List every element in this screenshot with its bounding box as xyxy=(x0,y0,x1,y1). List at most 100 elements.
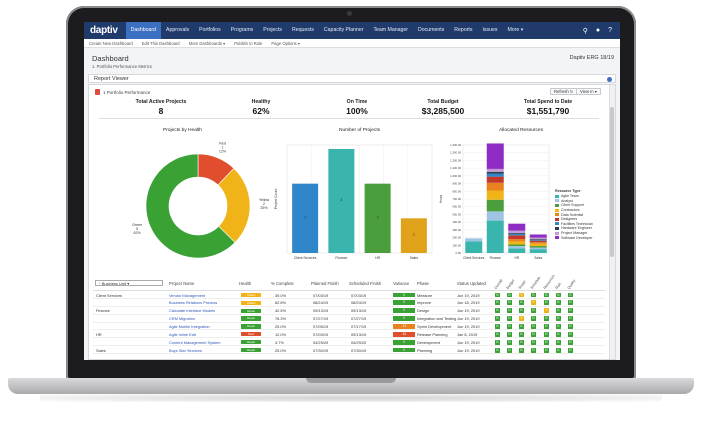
bar-3[interactable] xyxy=(400,218,427,253)
project-link[interactable]: Business Relations Process xyxy=(169,300,218,306)
rotated-column-header[interactable]: Schedule xyxy=(529,275,542,290)
project-link[interactable]: Vendor Management xyxy=(169,292,206,298)
project-link[interactable]: Agile Inline Edit xyxy=(169,332,196,337)
stack-seg-3[interactable] xyxy=(529,243,547,247)
nav-item-more[interactable]: More ▾ xyxy=(507,27,524,33)
stack-seg-4[interactable] xyxy=(486,182,504,191)
subnav-link-edit-this-dashboard[interactable]: Edit This Dashboard xyxy=(141,40,180,46)
stack-seg-7[interactable] xyxy=(529,239,547,240)
nav-item-requests[interactable]: Requests xyxy=(292,27,314,33)
project-link[interactable]: Agile Mobile Integration xyxy=(169,324,210,330)
stack-seg-4[interactable] xyxy=(508,239,526,242)
nav-item-projects[interactable]: Projects xyxy=(263,27,282,33)
search-icon[interactable]: ⚲ xyxy=(582,27,588,35)
chart-title-resources: Allocated Resources xyxy=(499,128,543,133)
table-row[interactable]: Business Relations Process Yellow 62.8% 08/… xyxy=(93,299,605,307)
stack-seg-5[interactable] xyxy=(486,176,504,183)
bar-1[interactable] xyxy=(328,149,355,253)
rotated-column-header[interactable]: Quality xyxy=(566,278,577,290)
stack-seg-5[interactable] xyxy=(508,235,526,240)
rotated-column-header[interactable]: Risk xyxy=(554,282,562,290)
settings-icon[interactable] xyxy=(607,76,612,82)
stack-seg-9[interactable] xyxy=(486,143,504,169)
nav-item-issues[interactable]: Issues xyxy=(482,27,498,33)
nav-item-approvals[interactable]: Approvals xyxy=(166,27,190,33)
column-header[interactable]: % Complete xyxy=(271,281,294,286)
pdf-icon[interactable] xyxy=(95,89,100,95)
project-link[interactable]: Calculate Interface Models xyxy=(169,308,216,314)
stack-seg-0[interactable] xyxy=(508,248,526,253)
table-row[interactable]: HR Agile Inline Edit Red 12.0% 07/03/19 09/13… xyxy=(93,331,605,339)
stack-seg-9[interactable] xyxy=(529,234,547,238)
column-header[interactable]: Planned Finish xyxy=(311,281,339,286)
stack-seg-0[interactable] xyxy=(529,249,547,253)
nav-item-capacity-planner[interactable]: Capacity Planner xyxy=(323,27,364,33)
refresh-button[interactable]: Refresh ↻ xyxy=(550,88,578,95)
stack-seg-6[interactable] xyxy=(486,173,504,177)
status-square: G xyxy=(556,332,561,337)
stack-seg-2[interactable] xyxy=(508,244,526,247)
bar-0[interactable] xyxy=(292,183,319,253)
column-header[interactable]: Status Updated xyxy=(457,281,486,286)
stack-seg-8[interactable] xyxy=(529,237,547,240)
pie-slice-green[interactable] xyxy=(145,153,236,259)
stack-seg-7[interactable] xyxy=(508,232,526,234)
stack-seg-0[interactable] xyxy=(465,241,483,253)
help-icon[interactable]: ? xyxy=(608,26,612,34)
stack-seg-6[interactable] xyxy=(508,233,526,236)
project-link[interactable]: CRM Migration xyxy=(169,316,195,322)
status-square: G xyxy=(544,324,549,329)
stack-seg-8[interactable] xyxy=(508,230,526,233)
nav-item-documents[interactable]: Documents xyxy=(418,27,445,33)
table-row[interactable]: CRM Migration Green 76.3% 07/27/19 07/27/19 0… xyxy=(93,315,605,323)
stack-seg-3[interactable] xyxy=(486,190,504,200)
rotated-column-header[interactable]: Scope xyxy=(517,279,527,290)
subnav-link-more-dashboards[interactable]: More Dashboards ▾ xyxy=(188,40,226,46)
nav-item-programs[interactable]: Programs xyxy=(230,27,254,33)
stack-seg-4[interactable] xyxy=(529,242,547,244)
column-header[interactable]: Phase xyxy=(417,281,429,286)
subnav-link-page-options[interactable]: Page Options ▾ xyxy=(271,40,301,46)
pie-label-green: 5 xyxy=(136,227,138,231)
column-header[interactable]: Health xyxy=(239,281,252,286)
rotated-column-header[interactable]: Budget xyxy=(505,278,516,290)
nav-item-dashboard[interactable]: Dashboard xyxy=(125,22,162,39)
stack-seg-1[interactable] xyxy=(465,238,483,242)
table-row[interactable]: Client Services Vendor Management Yellow 39… xyxy=(93,291,605,299)
scrollbar[interactable] xyxy=(609,85,615,359)
rotated-column-header[interactable]: Overall xyxy=(493,278,504,290)
project-link[interactable]: Content Management System xyxy=(169,339,221,345)
table-row[interactable]: Sales Buys Star Services Green 25.0% 07/30/1… xyxy=(93,346,605,355)
stack-seg-1[interactable] xyxy=(529,247,547,250)
bar-2[interactable] xyxy=(364,183,391,253)
table-row[interactable]: Agile Mobile Integration Green 25.0% 07/05/… xyxy=(93,323,605,331)
table-row[interactable]: Content Management System Green 4.7% 04/29/… xyxy=(93,338,605,347)
stack-seg-6[interactable] xyxy=(529,239,547,241)
nav-item-reports[interactable]: Reports xyxy=(454,27,473,33)
stack-seg-8[interactable] xyxy=(486,168,504,172)
stack-seg-1[interactable] xyxy=(508,246,526,249)
column-header[interactable]: Project Name xyxy=(169,281,195,286)
app-logo[interactable]: daptiv xyxy=(90,25,118,36)
stack-seg-5[interactable] xyxy=(529,240,547,243)
stack-seg-9[interactable] xyxy=(508,223,526,231)
column-header[interactable]: Scheduled Finish xyxy=(349,281,382,286)
column-header[interactable]: Variance xyxy=(393,281,410,286)
kpi-value: $1,551,790 xyxy=(526,106,570,116)
stack-seg-3[interactable] xyxy=(508,241,526,245)
view-in-button[interactable]: View In ▾ xyxy=(576,88,601,95)
subnav-link-publish-to-role[interactable]: Publish to Role xyxy=(234,40,263,46)
stack-seg-2[interactable] xyxy=(486,199,504,212)
stack-seg-0[interactable] xyxy=(486,220,504,253)
stack-seg-2[interactable] xyxy=(529,246,547,248)
nav-item-portfolios[interactable]: Portfolios xyxy=(199,27,221,33)
table-row[interactable]: Finance Calculate Interface Models Green 42… xyxy=(93,307,605,315)
business-unit-select[interactable]: * Business Unit ▾ xyxy=(95,280,163,286)
nav-item-team-manager[interactable]: Team Manager xyxy=(373,27,409,33)
user-icon[interactable]: ● xyxy=(595,26,601,34)
scroll-thumb[interactable] xyxy=(610,107,614,257)
stack-seg-1[interactable] xyxy=(486,211,504,221)
stack-seg-7[interactable] xyxy=(486,172,504,174)
subnav-link-create-new-dashboard[interactable]: Create New Dashboard xyxy=(89,40,133,46)
project-link[interactable]: Buys Star Services xyxy=(169,347,202,353)
